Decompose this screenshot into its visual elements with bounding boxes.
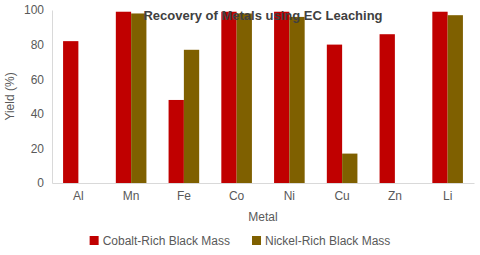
y-tick: 80 — [31, 38, 52, 52]
x-tick: Zn — [388, 183, 402, 203]
bar — [184, 50, 199, 183]
bars — [63, 12, 463, 183]
y-tick-label: 60 — [31, 73, 45, 87]
x-tick: Mn — [123, 183, 140, 203]
y-tick-label: 80 — [31, 38, 45, 52]
y-axis-line — [52, 11, 53, 184]
x-axis: Al Mn Fe Co Ni Cu Zn Li — [53, 183, 475, 203]
bar — [448, 15, 463, 183]
y-tick: 0 — [37, 176, 52, 190]
y-tick-label: 100 — [24, 3, 44, 17]
bar — [169, 100, 184, 183]
y-tick-label: 0 — [37, 176, 44, 190]
x-tick-label: Fe — [177, 189, 191, 203]
x-tick-label: Co — [229, 189, 245, 203]
x-tick-label: Zn — [388, 189, 402, 203]
bar — [380, 34, 395, 183]
bar — [432, 12, 447, 183]
bar — [342, 154, 357, 183]
legend-label: Nickel-Rich Black Mass — [265, 234, 390, 248]
bar — [63, 41, 78, 183]
bar — [289, 17, 304, 183]
bar — [274, 12, 289, 183]
x-tick: Li — [443, 183, 452, 203]
x-tick-label: Al — [73, 189, 84, 203]
plot: 0 20 40 60 80 100 Al Mn Fe Co Ni Cu Zn Li — [24, 3, 475, 202]
bar — [221, 12, 236, 183]
x-tick: Fe — [177, 183, 191, 203]
x-tick: Co — [229, 183, 245, 203]
x-axis-line — [53, 183, 475, 184]
y-tick-label: 20 — [31, 142, 45, 156]
chart: 0 20 40 60 80 100 Al Mn Fe Co Ni Cu Zn Li Recovery of … — [0, 0, 480, 255]
bar — [327, 45, 342, 183]
legend-label: Cobalt-Rich Black Mass — [103, 234, 230, 248]
x-axis-title: Metal — [248, 210, 277, 224]
bar — [237, 13, 252, 183]
x-tick-label: Mn — [123, 189, 140, 203]
title: Recovery of Metals using EC Leaching — [143, 8, 382, 23]
y-axis: 0 20 40 60 80 100 — [24, 3, 53, 190]
series — [63, 12, 448, 183]
series — [131, 13, 463, 183]
bar — [116, 12, 131, 183]
y-tick: 60 — [31, 73, 52, 87]
y-tick: 100 — [24, 3, 52, 17]
x-tick: Ni — [284, 183, 295, 203]
x-tick-label: Li — [443, 189, 452, 203]
x-tick: Cu — [334, 183, 349, 203]
y-axis-title: Yield (%) — [3, 72, 17, 120]
legend-item: Cobalt-Rich Black Mass — [90, 234, 230, 248]
legend: Cobalt-Rich Black Mass Nickel-Rich Black … — [90, 234, 391, 248]
legend-item: Nickel-Rich Black Mass — [252, 234, 390, 248]
y-tick: 20 — [31, 142, 52, 156]
x-tick-label: Cu — [334, 189, 349, 203]
y-tick: 40 — [31, 107, 52, 121]
legend-swatch — [90, 236, 99, 245]
x-tick: Al — [73, 183, 84, 203]
y-tick-label: 40 — [31, 107, 45, 121]
x-tick-label: Ni — [284, 189, 295, 203]
legend-swatch — [252, 236, 261, 245]
bar — [131, 13, 146, 183]
